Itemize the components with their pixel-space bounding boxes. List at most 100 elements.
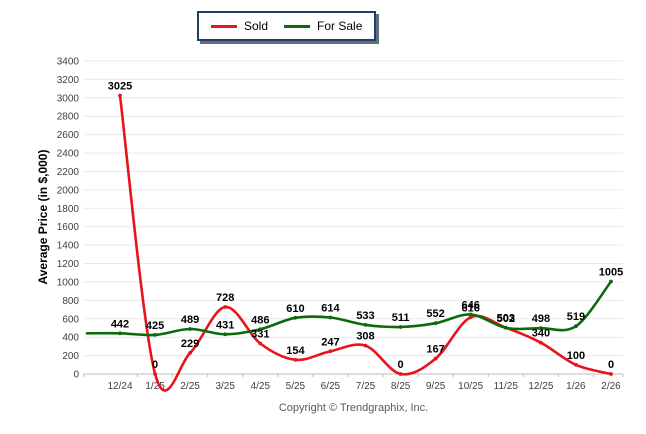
data-label-for-sale: 489 [181,314,199,326]
y-tick-label: 1800 [57,204,80,215]
for-sale-point-marker [433,321,438,326]
for-sale-point-marker [258,327,263,332]
for-sale-point-marker [398,325,403,329]
sold-point-marker [539,340,543,345]
sold-point-marker [223,305,228,309]
data-label-for-sale: 610 [286,303,304,315]
data-label-for-sale: 519 [567,311,585,323]
x-tick-label: 5/25 [286,381,306,392]
data-label-for-sale: 646 [462,300,480,312]
for-sale-point-marker [293,315,298,320]
data-label-for-sale: 498 [532,313,550,325]
y-tick-label: 2200 [57,167,80,178]
y-tick-label: 3200 [57,75,80,86]
x-tick-label: 4/25 [251,381,271,392]
data-label-sold: 503 [497,313,515,325]
legend-item-for-sale: For Sale [284,19,362,33]
data-label-sold: 0 [608,359,614,371]
y-tick-label: 1000 [57,277,80,288]
for-sale-point-marker [118,331,122,336]
sold-point-marker [188,351,193,355]
copyright-text: Copyright © Trendgraphix, Inc. [278,402,429,414]
legend-label-for-sale: For Sale [317,19,363,33]
data-label-for-sale: 431 [216,319,234,331]
x-tick-label: 8/25 [391,381,411,392]
data-label-sold: 167 [426,344,444,356]
for-sale-point-marker [363,323,368,327]
y-tick-label: 3400 [57,57,80,68]
y-tick-label: 2800 [57,112,80,123]
sold-point-marker [363,343,368,348]
data-label-sold: 154 [286,345,305,357]
data-label-for-sale: 502 [497,313,515,325]
x-tick-label: 6/25 [321,381,341,392]
x-tick-label: 11/25 [494,381,519,392]
for-sale-point-marker [609,279,613,284]
sold-line-swatch [211,24,237,28]
sold-point-marker [258,341,263,346]
data-label-sold: 229 [181,338,199,350]
sold-point-marker [153,372,158,376]
y-tick-label: 200 [62,351,79,362]
sold-point-marker [468,315,473,320]
data-label-sold: 100 [567,350,585,362]
x-tick-label: 2/25 [180,381,200,392]
x-tick-label: 10/25 [458,381,483,392]
data-label-sold: 616 [462,302,480,314]
legend-label-sold: Sold [244,19,269,33]
data-label-sold: 3025 [108,81,132,93]
for-sale-point-marker [539,326,543,331]
data-label-for-sale: 486 [251,314,269,326]
y-tick-label: 2000 [57,185,80,196]
data-label-for-sale: 614 [321,303,340,315]
for-sale-point-marker [468,312,473,317]
x-tick-label: 12/25 [528,381,553,392]
for-sale-point-marker [153,333,158,337]
data-label-sold: 247 [321,336,339,348]
for-sale-point-marker [574,324,578,329]
data-label-sold: 308 [356,331,374,343]
y-tick-label: 3000 [57,93,80,104]
x-tick-label: 2/26 [601,381,621,392]
sold-point-marker [293,357,298,362]
data-label-for-sale: 1005 [599,267,623,279]
y-tick-label: 0 [73,370,79,381]
legend: Sold For Sale [197,11,377,41]
data-label-sold: 340 [532,328,550,340]
x-tick-label: 12/24 [107,381,132,392]
data-label-sold: 0 [152,359,158,371]
x-tick-label: 9/25 [426,381,446,392]
sold-point-marker [433,356,438,361]
y-tick-label: 1400 [57,241,80,252]
for-sale-point-marker [223,332,228,337]
legend-item-sold: Sold [211,19,268,33]
sold-point-marker [118,93,122,98]
sold-point-marker [609,372,613,376]
y-tick-label: 1200 [57,259,80,270]
y-tick-label: 2600 [57,130,80,141]
y-tick-label: 600 [62,314,79,325]
y-tick-label: 1600 [57,222,80,233]
x-tick-label: 1/25 [145,381,165,392]
data-label-sold: 0 [398,359,404,371]
data-label-for-sale: 552 [426,308,444,320]
data-label-for-sale: 425 [146,320,164,332]
y-tick-label: 800 [62,296,79,307]
sold-point-marker [328,349,333,354]
data-label-sold: 331 [251,329,269,341]
sold-line [118,94,613,392]
data-label-for-sale: 533 [356,310,374,322]
y-tick-label: 2400 [57,149,80,160]
sold-point-marker [574,362,578,367]
x-tick-label: 7/25 [356,381,376,392]
data-label-for-sale: 511 [392,312,410,324]
x-tick-label: 3/25 [215,381,235,392]
for-sale-point-marker [503,325,508,330]
for-sale-point-marker [328,315,333,320]
sold-point-marker [398,372,403,376]
for-sale-line [85,280,613,337]
for-sale-line-swatch [284,24,311,28]
x-tick-label: 1/26 [566,381,586,392]
